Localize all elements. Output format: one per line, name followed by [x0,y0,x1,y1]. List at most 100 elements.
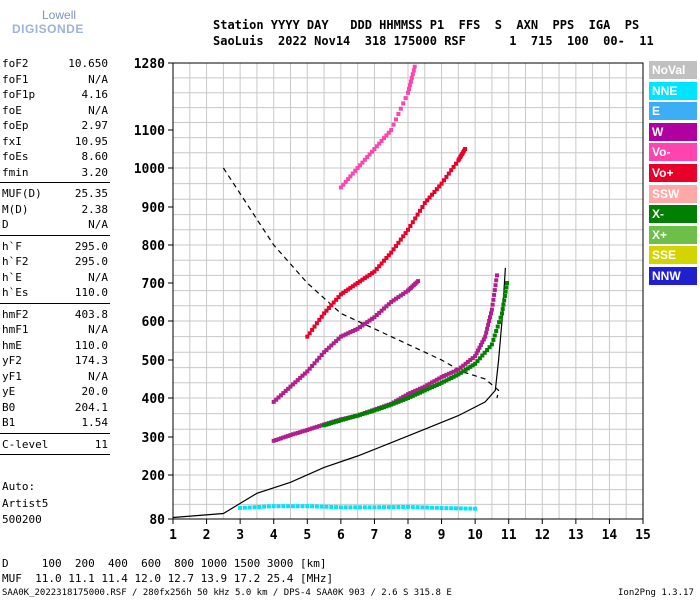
trace-point [483,334,488,339]
trace-point [439,375,444,380]
trace-point [329,421,334,426]
trace-point [324,422,329,427]
trace-point [238,506,243,510]
trace-point [326,421,331,426]
param-value: 8.60 [81,150,109,163]
trace-point [360,412,365,417]
footer-distance-row: D 100 200 400 600 800 1000 1500 3000 [km… [2,557,327,570]
legend-item: E [649,102,697,121]
trace-point [461,369,466,374]
trace-point [401,291,406,296]
trace-point [372,505,377,510]
x-tick-label: 14 [602,528,618,543]
param-value: N/A [88,369,108,383]
trace-point [425,387,430,392]
trace-point [406,396,410,400]
trace-point [415,387,420,392]
trace-point [413,216,418,221]
trace-point [389,128,394,132]
trace-point [468,506,473,511]
trace-point [504,285,509,290]
trace-point [310,504,315,509]
trace-point [358,279,362,284]
param-row: D N/A [2,218,108,234]
trace-point [458,370,463,375]
x-tick-label: 6 [337,528,345,543]
trace-point [489,342,494,347]
trace-point [489,307,494,312]
trace-point [271,504,276,509]
trace-point [314,424,319,429]
trace-point [487,319,492,323]
param-row: M(D) 2.38 [2,203,108,219]
trace-point [242,505,247,510]
param-value: 1.54 [81,416,109,429]
param-name: D [2,218,9,231]
trace-point [300,429,305,434]
trace-point [446,377,451,382]
density-profile-curve [222,167,500,399]
trace-point [437,376,442,381]
trace-point [409,75,414,80]
param-value: N/A [88,72,108,86]
trace-point [451,374,456,379]
trace-point [451,164,456,169]
trace-point [319,504,324,509]
param-row: foEs 8.60 [2,150,108,166]
trace-point [350,284,355,289]
param-separator [0,234,110,236]
trace-point [449,376,454,380]
param-name: foF2 [2,57,29,70]
trace-point [367,152,372,157]
trace-point [442,374,446,378]
trace-point [408,79,413,84]
trace-point [300,373,305,378]
trace-point [353,168,358,173]
trace-point [411,68,416,73]
trace-point [394,244,398,249]
trace-point [449,506,454,511]
trace-point [465,366,470,371]
param-row: yF2 174.3 [2,354,108,370]
param-row: hmE 110.0 [2,339,108,355]
trace-point [372,147,377,151]
trace-point [391,505,396,510]
trace-point [418,386,422,391]
trace-point [362,157,367,162]
trace-point [389,402,394,407]
trace-point [312,324,317,329]
trace-point [401,394,406,399]
trace-point [346,287,351,292]
trace-point [403,96,408,101]
y-tick-label: 900 [142,201,166,216]
auto-version: 500200 [2,513,42,526]
trace-point [322,423,327,428]
footer-version: Ion2Png 1.3.17 [618,588,694,598]
param-name: hmF2 [2,307,29,321]
trace-point [290,382,295,387]
trace-point [341,182,346,187]
trace-point [346,331,351,336]
header-line2: SaoLuis 2022 Nov14 318 175000 RSF 1 715 … [213,34,654,48]
trace-point [348,415,353,420]
trace-point [439,380,444,385]
trace-point [386,253,391,258]
trace-point [474,351,479,356]
y-tick-label: 800 [142,239,166,254]
y-tick-label: 1280 [134,57,165,72]
trace-point [365,320,370,325]
trace-point [476,348,480,353]
trace-point [336,419,341,423]
trace-point [446,371,451,376]
trace-point [439,506,444,510]
legend-item: SSW [649,184,697,203]
trace-point [451,369,456,374]
param-value: 10.650 [68,57,108,70]
trace-point [492,288,497,293]
trace-point [408,391,413,396]
trace-point [286,504,291,509]
param-value: 295.0 [74,255,108,268]
x-tick-label: 11 [501,528,517,543]
trace-point [434,383,439,387]
trace-point [329,505,334,509]
